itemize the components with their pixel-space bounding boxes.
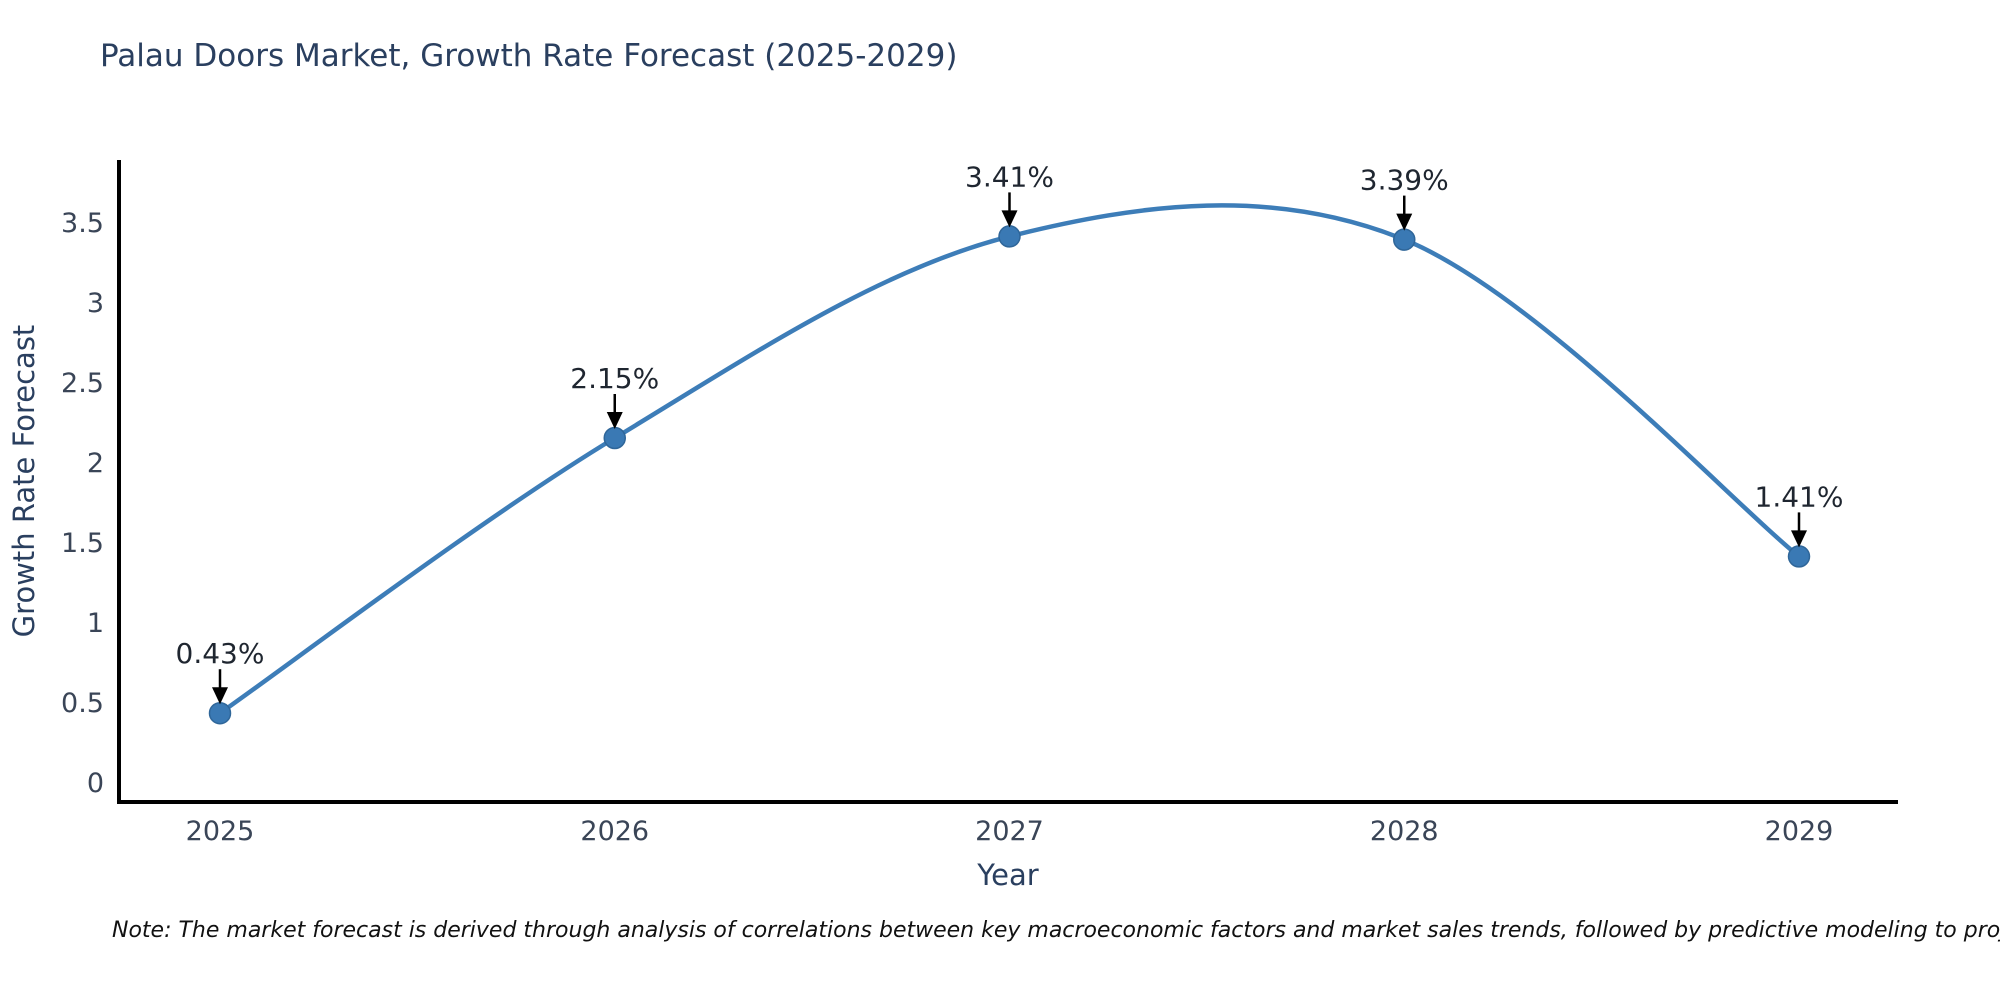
y-tick-label: 0 (87, 768, 104, 799)
y-tick-label: 2.5 (61, 368, 104, 399)
annotation-arrowhead-icon (1001, 210, 1018, 228)
point-annotation: 2.15% (570, 362, 659, 429)
y-tick-label: 1.5 (61, 528, 104, 559)
point-annotation-label: 3.41% (965, 160, 1054, 193)
point-annotation: 0.43% (176, 637, 265, 705)
x-tick-label: 2029 (1765, 816, 1834, 847)
data-point-marker[interactable] (208, 701, 232, 725)
axes-layer: 0 0.5 1 1.5 2 2.5 3 3.5 2025 2026 2027 2028 2029 (61, 160, 1898, 847)
data-point-marker[interactable] (1393, 228, 1416, 251)
y-tick-label: 1 (87, 608, 104, 639)
point-annotation-label: 2.15% (570, 362, 659, 395)
data-point-marker[interactable] (603, 426, 626, 450)
data-point-marker[interactable] (998, 225, 1021, 248)
y-tick-label: 3.5 (61, 208, 104, 239)
x-tick-label: 2025 (186, 816, 255, 847)
chart-title: Palau Doors Market, Growth Rate Forecast… (100, 38, 958, 74)
x-tick-label: 2027 (975, 816, 1044, 847)
x-tick-label: 2026 (580, 816, 649, 847)
annotation-arrowhead-icon (1396, 213, 1413, 231)
annotation-arrowhead-icon (606, 412, 623, 429)
y-tick-label: 3 (87, 288, 104, 319)
footnote: Note: The market forecast is derived thr… (112, 918, 2000, 943)
point-annotation: 1.41% (1755, 480, 1844, 548)
point-annotation: 3.41% (965, 160, 1054, 228)
line-series-layer (208, 203, 1811, 725)
forecast-line (217, 203, 1802, 716)
data-point-marker[interactable] (1787, 545, 1811, 568)
x-tick-label: 2028 (1370, 816, 1439, 847)
annotation-arrowhead-icon (1791, 530, 1807, 548)
point-annotation-label: 0.43% (176, 637, 265, 670)
x-axis-title: Year (976, 858, 1038, 892)
y-axis-title: Growth Rate Forecast (7, 325, 41, 638)
annotation-layer: 0.43% 2.15% 3.41% 3.39% 1.41% (176, 160, 1844, 705)
y-tick-label: 0.5 (61, 688, 104, 719)
point-annotation: 3.39% (1360, 164, 1449, 231)
point-annotation-label: 3.39% (1360, 164, 1449, 197)
point-annotation-label: 1.41% (1755, 480, 1844, 513)
annotation-arrowhead-icon (212, 687, 228, 705)
y-tick-label: 2 (87, 448, 104, 479)
